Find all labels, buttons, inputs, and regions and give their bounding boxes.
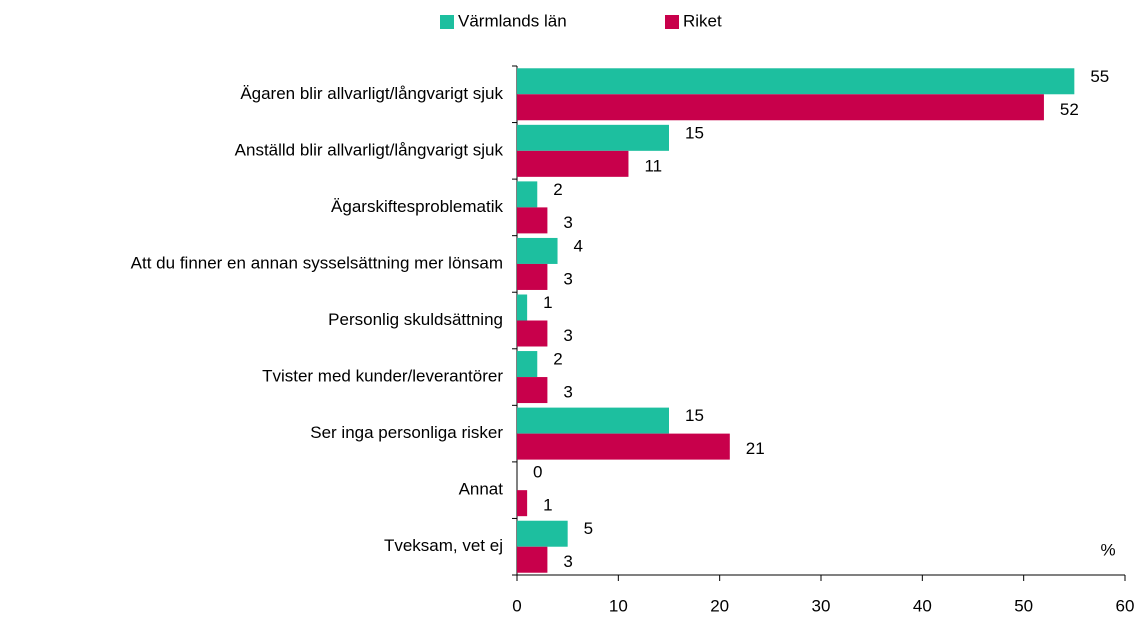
value-label: 11 [644, 156, 662, 175]
bar [517, 207, 548, 234]
value-label: 52 [1060, 100, 1079, 119]
category-label: Personlig skuldsättning [328, 310, 503, 329]
bar [517, 263, 548, 290]
bar [517, 490, 528, 517]
value-label: 2 [553, 350, 562, 369]
bar [517, 237, 558, 264]
x-tick-label: 30 [812, 596, 831, 615]
legend-label: Värmlands län [458, 11, 567, 30]
bar [517, 520, 568, 547]
bar [517, 124, 669, 151]
value-label: 5 [584, 519, 593, 538]
category-label: Tvister med kunder/leverantörer [262, 367, 503, 386]
value-label: 3 [563, 213, 572, 232]
bar [517, 94, 1044, 121]
bar [517, 546, 548, 573]
value-label: 1 [543, 293, 552, 312]
bar [517, 351, 538, 378]
category-label: Tveksam, vet ej [384, 536, 503, 555]
bar [517, 68, 1075, 95]
value-label: 0 [533, 463, 542, 482]
category-label: Att du finner en annan sysselsättning me… [131, 253, 503, 272]
value-label: 15 [685, 123, 704, 142]
value-label: 21 [746, 439, 765, 458]
bar [517, 433, 730, 460]
value-label: 1 [543, 496, 552, 515]
category-label: Ser inga personliga risker [310, 423, 503, 442]
value-label: 3 [563, 269, 572, 288]
category-label: Ägaren blir allvarligt/långvarigt sjuk [240, 84, 503, 103]
value-label: 3 [563, 326, 572, 345]
x-tick-label: 10 [609, 596, 628, 615]
unit-annotation: % [1100, 540, 1115, 559]
value-label: 15 [685, 406, 704, 425]
x-tick-label: 0 [512, 596, 521, 615]
category-label: Annat [459, 480, 504, 499]
x-tick-label: 60 [1116, 596, 1135, 615]
x-tick-label: 20 [710, 596, 729, 615]
bar [517, 320, 548, 347]
value-label: 3 [563, 383, 572, 402]
bar [517, 181, 538, 208]
bar [517, 407, 669, 434]
legend-swatch [440, 15, 454, 29]
legend-swatch [665, 15, 679, 29]
value-label: 4 [574, 236, 583, 255]
bar [517, 294, 528, 321]
value-label: 2 [553, 180, 562, 199]
category-label: Ägarskiftesproblematik [331, 197, 503, 216]
category-label: Anställd blir allvarligt/långvarigt sjuk [235, 140, 504, 159]
bar [517, 377, 548, 404]
value-label: 55 [1090, 67, 1109, 86]
x-tick-label: 40 [913, 596, 932, 615]
x-tick-label: 50 [1014, 596, 1033, 615]
bar [517, 150, 629, 177]
legend-label: Riket [683, 11, 722, 30]
value-label: 3 [563, 552, 572, 571]
